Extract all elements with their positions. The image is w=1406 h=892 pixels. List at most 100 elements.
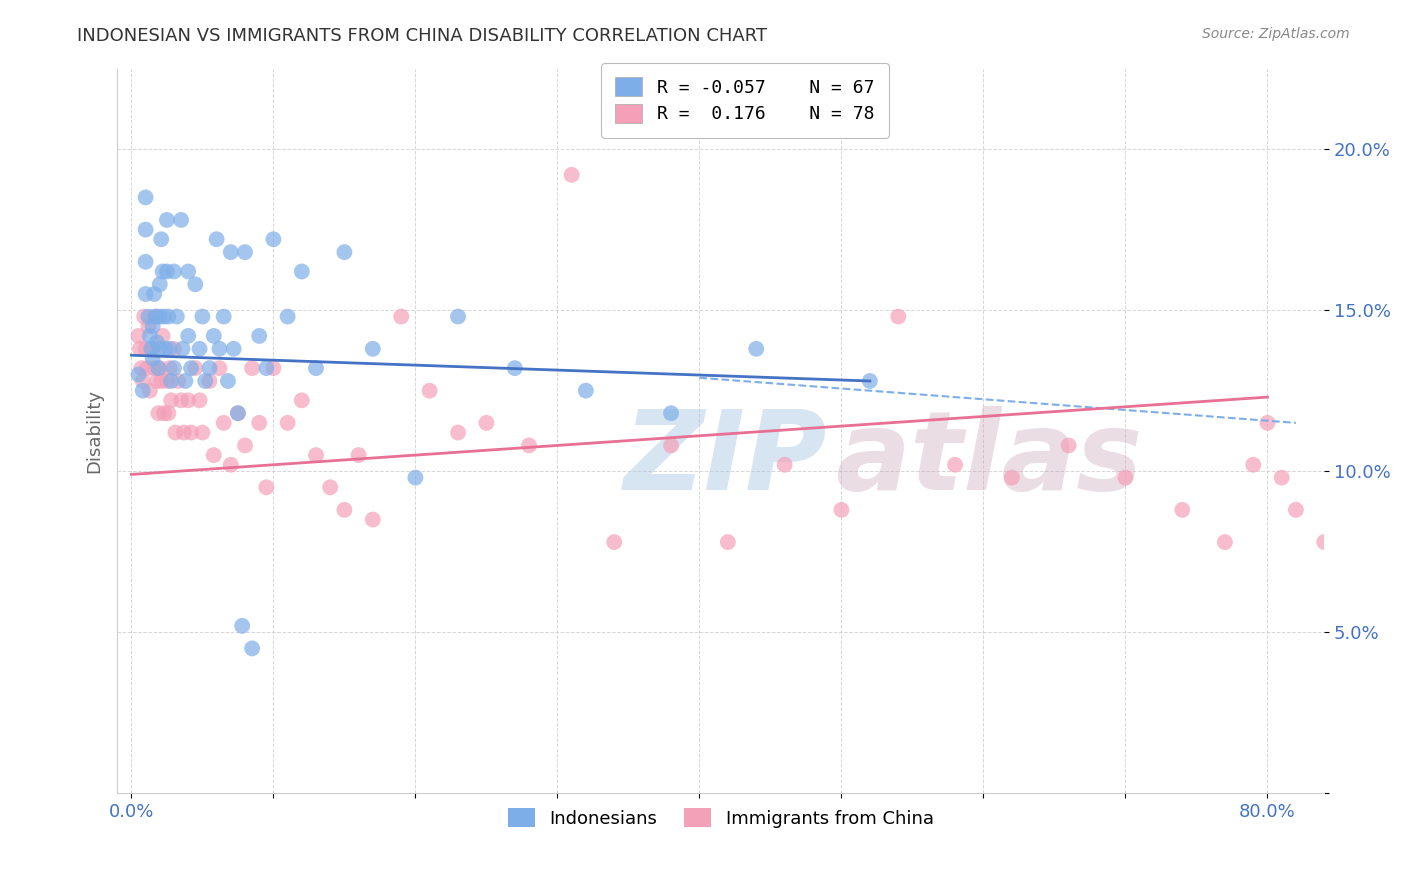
Point [1001,470,1024,484]
Point [247,416,270,430]
Point [208,342,231,356]
Point [943,458,966,472]
Point [139,329,162,343]
Point [135,222,157,236]
Point [146,335,169,350]
Text: atlas: atlas [835,407,1143,514]
Point [361,512,384,526]
Point [1213,535,1236,549]
Point [1327,470,1350,484]
Point [150,232,173,246]
Point [205,232,228,246]
Point [1241,458,1264,472]
Point [1341,329,1364,343]
Point [659,438,682,452]
Point [887,310,910,324]
Point [184,361,207,376]
Point [659,406,682,420]
Point [134,310,156,324]
Point [146,374,169,388]
Point [277,310,299,324]
Point [1369,470,1392,484]
Point [226,406,249,420]
Point [191,310,214,324]
Point [138,319,160,334]
Point [188,393,211,408]
Point [717,535,740,549]
Point [163,342,186,356]
Point [1171,503,1194,517]
Point [143,361,166,376]
Point [226,406,249,420]
Point [148,361,170,376]
Point [136,361,159,376]
Point [198,374,221,388]
Point [233,438,256,452]
Point [240,641,263,656]
Point [1355,470,1378,484]
Point [1114,470,1136,484]
Point [277,416,299,430]
Point [135,342,157,356]
Point [1313,535,1336,549]
Point [148,406,170,420]
Point [180,361,202,376]
Point [247,329,270,343]
Point [773,458,796,472]
Point [165,425,187,440]
Point [262,232,284,246]
Point [135,190,157,204]
Point [142,342,165,356]
Point [305,448,328,462]
Text: INDONESIAN VS IMMIGRANTS FROM CHINA DISABILITY CORRELATION CHART: INDONESIAN VS IMMIGRANTS FROM CHINA DISA… [77,27,768,45]
Point [202,448,225,462]
Point [170,393,193,408]
Point [1384,416,1406,430]
Point [240,361,263,376]
Point [129,342,152,356]
Point [503,361,526,376]
Point [127,329,149,343]
Point [155,342,177,356]
Point [177,329,200,343]
Y-axis label: Disability: Disability [86,389,103,473]
Point [517,438,540,452]
Point [153,310,176,324]
Point [157,406,180,420]
Point [149,342,172,356]
Point [333,245,356,260]
Point [231,619,253,633]
Point [149,361,172,376]
Point [389,310,412,324]
Point [139,384,162,398]
Point [152,329,174,343]
Point [217,374,239,388]
Point [347,448,370,462]
Point [830,503,852,517]
Point [156,213,179,227]
Point [219,245,242,260]
Point [142,351,165,366]
Point [180,425,202,440]
Point [153,406,176,420]
Point [1271,470,1294,484]
Legend: Indonesians, Immigrants from China: Indonesians, Immigrants from China [501,801,941,835]
Point [145,310,167,324]
Point [177,264,200,278]
Point [143,287,166,301]
Point [219,458,242,472]
Point [319,480,342,494]
Point [173,425,195,440]
Point [1256,416,1278,430]
Point [575,384,598,398]
Point [254,361,277,376]
Point [159,361,181,376]
Point [603,535,626,549]
Text: Source: ZipAtlas.com: Source: ZipAtlas.com [1202,27,1350,41]
Point [145,310,167,324]
Point [141,342,163,356]
Point [222,342,245,356]
Point [1285,503,1308,517]
Point [163,361,186,376]
Point [212,416,235,430]
